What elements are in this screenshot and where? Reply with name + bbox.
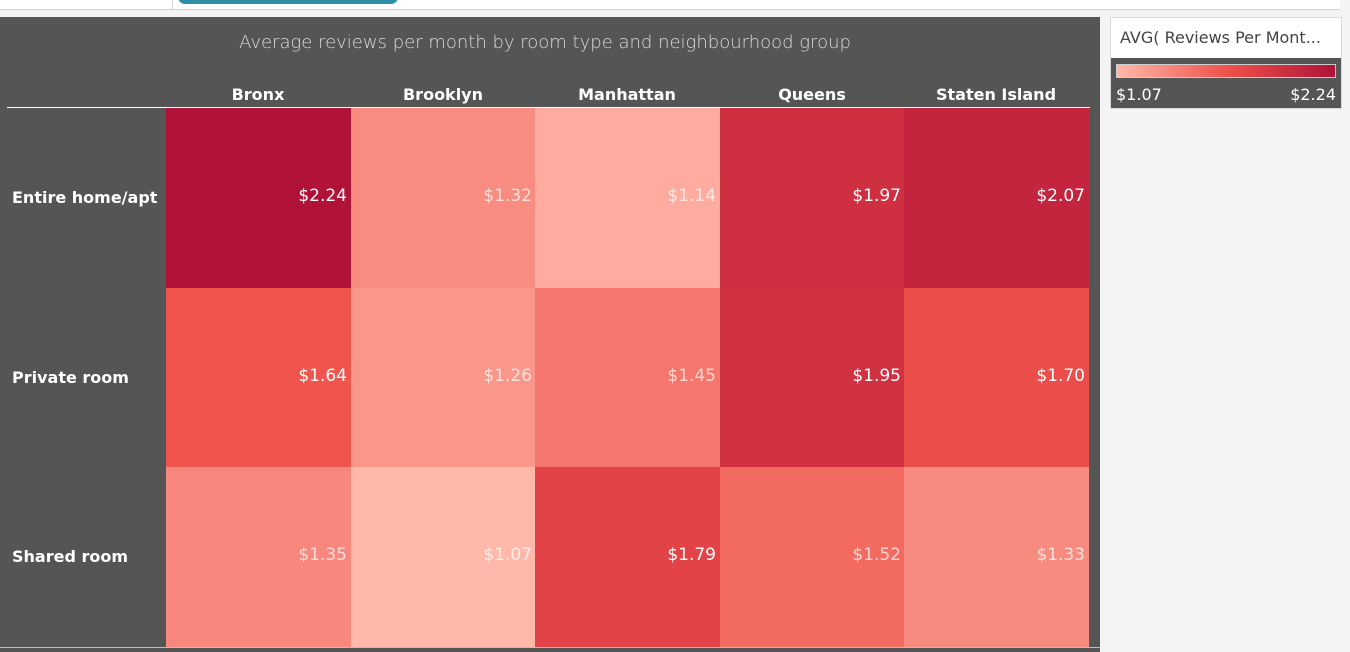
top-toolbar xyxy=(0,0,1340,10)
heatmap-cell[interactable]: $1.70 xyxy=(904,288,1089,468)
heatmap-cell[interactable]: $1.35 xyxy=(166,467,351,647)
heatmap-cell[interactable]: $1.95 xyxy=(720,288,905,468)
header-divider xyxy=(7,107,1090,108)
heatmap-cell[interactable]: $1.52 xyxy=(720,467,905,647)
cell-value-label: $1.14 xyxy=(667,186,716,206)
column-header-staten-island: Staten Island xyxy=(935,85,1057,104)
legend-min-label: $1.07 xyxy=(1116,85,1162,104)
heatmap-cell[interactable]: $1.32 xyxy=(351,108,536,288)
cell-value-label: $2.07 xyxy=(1036,186,1085,206)
heatmap-cell[interactable]: $2.07 xyxy=(904,108,1089,288)
cell-value-label: $2.24 xyxy=(298,186,347,206)
toolbar-tab-button[interactable] xyxy=(178,0,398,4)
bottom-divider xyxy=(0,647,1100,648)
row-label-private-room: Private room xyxy=(12,368,129,387)
heatmap-cell[interactable]: $1.79 xyxy=(535,467,720,647)
cell-value-label: $1.70 xyxy=(1036,366,1085,386)
cell-value-label: $1.64 xyxy=(298,366,347,386)
cell-value-label: $1.33 xyxy=(1036,545,1085,565)
legend-color-ramp xyxy=(1116,64,1336,78)
column-header-brooklyn: Brooklyn xyxy=(402,85,483,104)
color-legend[interactable]: AVG( Reviews Per Mont... $1.07 $2.24 xyxy=(1110,17,1342,109)
toolbar-divider xyxy=(172,0,173,9)
cell-value-label: $1.97 xyxy=(852,186,901,206)
column-header-queens: Queens xyxy=(778,85,846,104)
cell-value-label: $1.95 xyxy=(852,366,901,386)
column-header-manhattan: Manhattan xyxy=(578,85,676,104)
cell-value-label: $1.32 xyxy=(483,186,532,206)
heatmap-cell[interactable]: $1.33 xyxy=(904,467,1089,647)
cell-value-label: $1.26 xyxy=(483,366,532,386)
cell-value-label: $1.52 xyxy=(852,545,901,565)
legend-max-label: $2.24 xyxy=(1290,85,1336,104)
heatmap-cell[interactable]: $1.64 xyxy=(166,288,351,468)
column-header-bronx: Bronx xyxy=(231,85,285,104)
row-label-entire-home: Entire home/apt xyxy=(12,188,158,207)
heatmap-cell[interactable]: $1.14 xyxy=(535,108,720,288)
cell-value-label: $1.79 xyxy=(667,545,716,565)
heatmap-cell[interactable]: $1.26 xyxy=(351,288,536,468)
heatmap-cell[interactable]: $1.07 xyxy=(351,467,536,647)
heatmap-cell[interactable]: $1.45 xyxy=(535,288,720,468)
cell-value-label: $1.45 xyxy=(667,366,716,386)
heatmap-view: Average reviews per month by room type a… xyxy=(0,17,1100,652)
row-label-shared-room: Shared room xyxy=(12,547,129,566)
heatmap-cell[interactable]: $2.24 xyxy=(166,108,351,288)
cell-value-label: $1.35 xyxy=(298,545,347,565)
cell-value-label: $1.07 xyxy=(483,545,532,565)
heatmap-cell[interactable]: $1.97 xyxy=(720,108,905,288)
legend-title: AVG( Reviews Per Mont... xyxy=(1111,18,1341,58)
chart-title: Average reviews per month by room type a… xyxy=(239,32,851,53)
